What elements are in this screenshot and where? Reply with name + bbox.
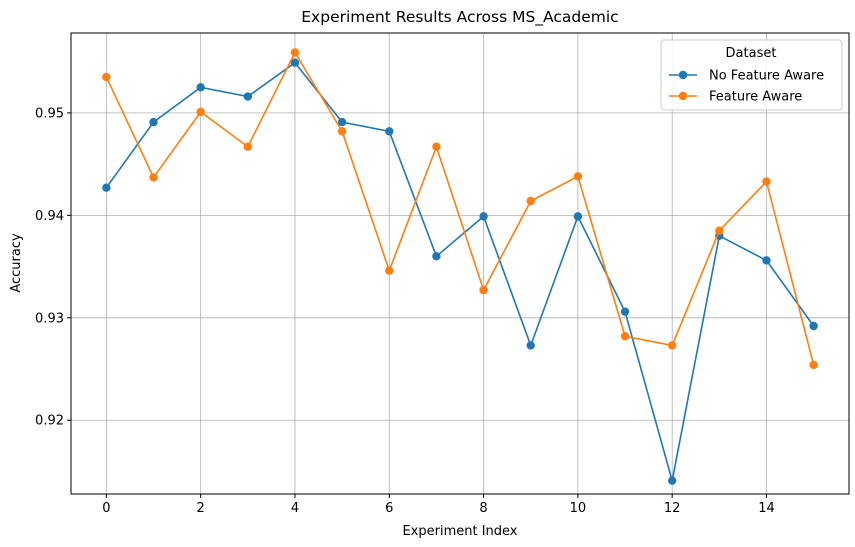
series-layer xyxy=(102,48,818,485)
y-tick-label: 0.92 xyxy=(35,414,64,429)
data-point xyxy=(290,58,300,67)
data-point xyxy=(102,183,111,192)
data-point xyxy=(479,285,488,295)
x-axis-ticks: 0 2 4 6 8 10 12 14 xyxy=(102,494,775,516)
data-point xyxy=(432,252,441,261)
data-point xyxy=(762,177,771,186)
data-point xyxy=(667,476,677,485)
legend-label: No Feature Aware xyxy=(709,69,824,84)
legend-marker xyxy=(678,70,688,80)
data-point xyxy=(715,226,724,235)
x-tick-label: 4 xyxy=(291,501,299,516)
chart-title: Experiment Results Across MS_Academic xyxy=(301,8,618,27)
series-1 xyxy=(102,48,818,370)
x-axis-label: Experiment Index xyxy=(402,524,517,539)
data-point xyxy=(196,83,205,92)
x-tick-label: 14 xyxy=(758,501,775,516)
data-point xyxy=(337,127,347,136)
data-point xyxy=(809,360,818,370)
series-0 xyxy=(102,58,818,485)
legend-entry: Feature Aware xyxy=(669,90,802,105)
x-tick-label: 2 xyxy=(197,501,205,516)
data-point xyxy=(526,341,535,350)
x-tick-label: 10 xyxy=(570,501,587,516)
data-point xyxy=(573,172,583,181)
y-tick-label: 0.93 xyxy=(35,311,64,326)
data-point xyxy=(290,48,300,57)
data-point xyxy=(337,117,347,127)
data-point xyxy=(809,321,818,331)
data-point xyxy=(667,341,677,350)
y-tick-label: 0.94 xyxy=(35,209,64,224)
series-line xyxy=(105,61,815,481)
data-point xyxy=(432,142,441,151)
x-tick-label: 0 xyxy=(102,501,110,516)
legend-marker xyxy=(678,91,688,101)
x-tick-label: 6 xyxy=(385,501,393,516)
data-point xyxy=(479,212,488,221)
data-point xyxy=(102,72,111,82)
data-point xyxy=(762,256,771,265)
data-point xyxy=(243,92,253,101)
series-line xyxy=(105,50,815,366)
data-point xyxy=(196,107,205,117)
legend: Dataset No Feature Aware Feature Aware xyxy=(660,39,843,111)
legend-entry: No Feature Aware xyxy=(669,69,824,84)
plot-frame xyxy=(70,32,850,495)
y-tick-label: 0.95 xyxy=(35,106,64,121)
x-tick-label: 8 xyxy=(479,501,487,516)
data-point xyxy=(243,142,253,151)
data-point xyxy=(620,332,630,341)
data-point xyxy=(149,173,158,182)
y-axis-label: Accuracy xyxy=(9,233,24,293)
data-point xyxy=(385,127,394,136)
data-point xyxy=(573,212,583,221)
y-axis-ticks: 0.92 0.93 0.94 0.95 xyxy=(35,106,71,429)
data-point xyxy=(620,307,630,316)
legend-title: Dataset xyxy=(726,46,777,61)
legend-box xyxy=(660,39,843,111)
data-point xyxy=(149,117,158,127)
legend-label: Feature Aware xyxy=(709,90,802,105)
data-point xyxy=(526,196,535,206)
data-point xyxy=(385,266,394,275)
x-tick-label: 12 xyxy=(664,501,681,516)
